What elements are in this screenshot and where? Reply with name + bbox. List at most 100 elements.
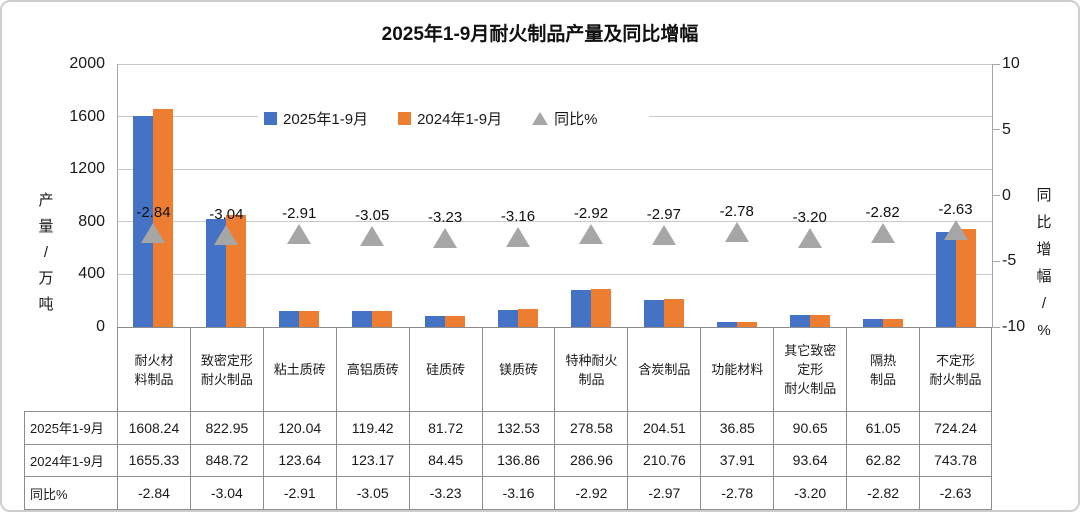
yoy-data-label: -2.91 [282, 204, 317, 222]
value-cell: -3.20 [773, 477, 847, 510]
value-cell: 84.45 [408, 444, 482, 478]
value-cell: 62.82 [846, 444, 920, 478]
table-corner-cell [24, 327, 117, 412]
right-axis-line [992, 64, 993, 327]
bar-2025 [425, 316, 446, 327]
row-header-cell: 2025年1-9月 [24, 412, 117, 445]
yoy-data-label: -2.92 [573, 204, 609, 222]
right-axis-tick-label: 0 [1002, 186, 1011, 204]
right-axis-tick [992, 63, 1000, 65]
bar-2025 [498, 309, 519, 327]
bar-2025 [206, 218, 227, 327]
legend-label-2024: 2024年1-9月 [417, 110, 503, 128]
category-header-cell: 含炭制品 [627, 327, 701, 412]
value-cell: 204.51 [627, 412, 701, 445]
value-cell: -2.78 [700, 477, 774, 510]
value-cell: -2.84 [117, 477, 190, 510]
chart-title: 2025年1-9月耐火制品产量及同比增幅 [381, 24, 699, 45]
category-header-cell: 粘土质砖 [262, 327, 336, 412]
legend-item-2024: 2024年1-9月 [398, 108, 502, 129]
yoy-triangle-marker [870, 222, 895, 243]
value-cell: 93.64 [773, 444, 847, 478]
value-cell: 61.05 [846, 412, 920, 445]
category-header-cell: 其它致密 定形 耐火制品 [773, 327, 847, 412]
gridline [117, 63, 992, 65]
bar-2024 [153, 109, 174, 327]
category-header-cell: 镁质砖 [481, 327, 555, 412]
left-axis-line [117, 64, 118, 327]
bar-2025 [789, 315, 810, 327]
legend-item-yoy: 同比% [532, 108, 597, 129]
bar-2024 [299, 310, 320, 327]
yoy-data-label: -3.16 [500, 208, 536, 226]
value-cell: -3.23 [408, 477, 482, 510]
category-header-cell: 高铝质砖 [335, 327, 409, 412]
category-header-cell: 硅质砖 [408, 327, 482, 412]
yoy-triangle-marker [797, 227, 822, 248]
bar-2025 [935, 231, 956, 327]
value-cell: 120.04 [262, 412, 336, 445]
value-cell: 123.64 [262, 444, 336, 478]
left-axis-title: 产 量 / 万 吨 [38, 192, 54, 313]
bar-2024 [590, 289, 611, 327]
left-axis-tick-label: 400 [78, 265, 105, 283]
bar-2025 [133, 115, 154, 327]
bar-2024 [955, 229, 976, 327]
value-cell: 132.53 [481, 412, 555, 445]
bar-2025 [352, 311, 373, 327]
value-cell: 90.65 [773, 412, 847, 445]
category-header-cell: 特种耐火 制品 [554, 327, 628, 412]
bar-2025 [570, 290, 591, 327]
category-header-cell: 不定形 耐火制品 [919, 327, 992, 412]
category-header-cell: 耐火材 料制品 [117, 327, 190, 412]
left-axis-tick-label: 800 [78, 212, 105, 230]
yoy-data-label: -3.04 [209, 206, 244, 224]
right-axis-tick-label: 10 [1002, 55, 1020, 72]
yoy-triangle-marker [943, 220, 968, 241]
legend-item-2025: 2025年1-9月 [264, 108, 368, 129]
value-cell: 210.76 [627, 444, 701, 478]
yoy-triangle-marker [506, 227, 531, 248]
bar-2024 [809, 314, 830, 327]
value-cell: -2.92 [554, 477, 628, 510]
row-header-cell: 同比% [24, 477, 117, 510]
right-axis-tick [992, 326, 1000, 328]
bar-2024 [882, 318, 903, 327]
value-cell: -2.82 [846, 477, 920, 510]
value-cell: 123.17 [335, 444, 409, 478]
bar-2025 [643, 300, 664, 327]
value-cell: 1655.33 [117, 444, 190, 478]
yoy-data-label: -3.23 [428, 208, 463, 226]
gridline [117, 273, 992, 275]
value-cell: 286.96 [554, 444, 628, 478]
left-axis-tick-label: 1600 [69, 107, 105, 125]
value-cell: 119.42 [335, 412, 409, 445]
yoy-triangle-marker [287, 223, 312, 244]
right-axis-tick [992, 195, 1000, 196]
value-cell: 848.72 [189, 444, 263, 478]
legend-label-yoy: 同比% [554, 110, 598, 128]
category-header-cell: 隔热 制品 [846, 327, 920, 412]
value-cell: 37.91 [700, 444, 774, 478]
category-header-cell: 功能材料 [700, 327, 774, 412]
left-axis-tick-label: 2000 [69, 55, 105, 72]
bar-2025 [862, 318, 883, 327]
yoy-triangle-marker [214, 225, 239, 246]
bar-2024 [518, 309, 539, 327]
yoy-data-label: -2.84 [136, 203, 171, 221]
value-cell: -3.05 [335, 477, 409, 510]
yoy-triangle-marker [651, 224, 676, 245]
bar-2024 [663, 299, 684, 327]
yoy-data-label: -3.05 [355, 206, 390, 224]
right-axis-tick-label: 5 [1002, 120, 1011, 138]
value-cell: 81.72 [408, 412, 482, 445]
value-cell: -2.91 [262, 477, 336, 510]
gridline [117, 221, 992, 223]
left-axis-tick-label: 1200 [69, 160, 105, 178]
right-axis-tick-label: -10 [1002, 318, 1026, 335]
left-axis-tick-label: 0 [96, 318, 105, 335]
right-axis-title: 同 比 增 幅 / % [1036, 187, 1052, 339]
bar-2024 [445, 315, 466, 327]
yoy-data-label: -2.63 [938, 201, 973, 219]
category-header-cell: 致密定形 耐火制品 [189, 327, 263, 412]
